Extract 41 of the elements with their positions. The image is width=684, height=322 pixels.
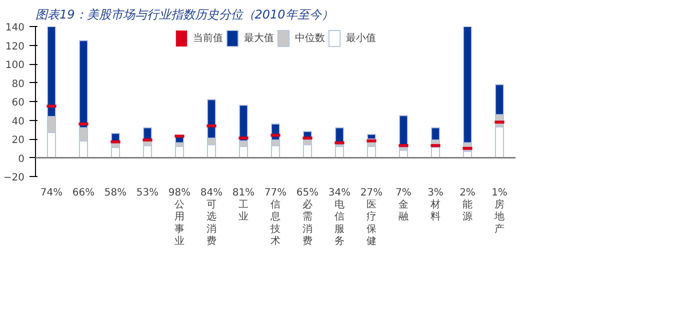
y-tick-label: 100 xyxy=(5,60,25,71)
text: 98% xyxy=(168,188,191,198)
y-tick-label: 120 xyxy=(5,41,25,52)
y-tick-label: 80 xyxy=(12,78,25,90)
text: 1% xyxy=(492,188,508,198)
text: 66% xyxy=(72,188,95,198)
text: 27% xyxy=(360,188,383,198)
x-tick-label: 可选消费 xyxy=(206,200,216,247)
legend-label: 最大值 xyxy=(244,32,274,45)
text: 81% xyxy=(232,188,255,198)
text: 7% xyxy=(396,188,412,198)
x-tick-label: 材料 xyxy=(430,198,440,223)
y-tick-label: 140 xyxy=(5,22,25,34)
text: 58% xyxy=(104,188,127,198)
text: 84% xyxy=(200,188,223,198)
y-tick-label: −20 xyxy=(3,172,25,184)
x-tick-label: 工业 xyxy=(238,200,248,223)
y-tick-label: 40 xyxy=(12,116,25,128)
text: 65% xyxy=(296,188,319,198)
text: 74% xyxy=(40,188,63,198)
x-tick-label: 信息技术 xyxy=(270,198,280,247)
x-tick-label: 能源 xyxy=(462,198,472,223)
text: 3% xyxy=(428,188,444,198)
x-tick-label: 必需消费 xyxy=(302,198,312,247)
text: 53% xyxy=(136,188,159,198)
text: 77% xyxy=(264,188,287,198)
y-tick-label: 0 xyxy=(18,154,25,165)
text: 2% xyxy=(460,188,476,198)
legend-label: 最小值 xyxy=(346,32,376,45)
x-tick-label: 金融 xyxy=(398,198,408,223)
x-tick-label: 电信服务 xyxy=(334,198,344,247)
chart-title: 图表19：美股市场与行业指数历史分位（2010年至今） xyxy=(36,8,334,22)
y-tick-label: 20 xyxy=(12,135,25,146)
x-tick-label: 医疗保健 xyxy=(366,200,376,247)
legend-label: 当前值 xyxy=(193,32,223,45)
x-tick-label: 公用事业 xyxy=(174,198,184,247)
text: 34% xyxy=(328,188,351,198)
y-tick-label: 60 xyxy=(12,98,25,108)
legend-label: 中位数 xyxy=(295,32,325,45)
x-tick-label: 房地产 xyxy=(494,198,504,235)
bar xyxy=(399,115,408,148)
